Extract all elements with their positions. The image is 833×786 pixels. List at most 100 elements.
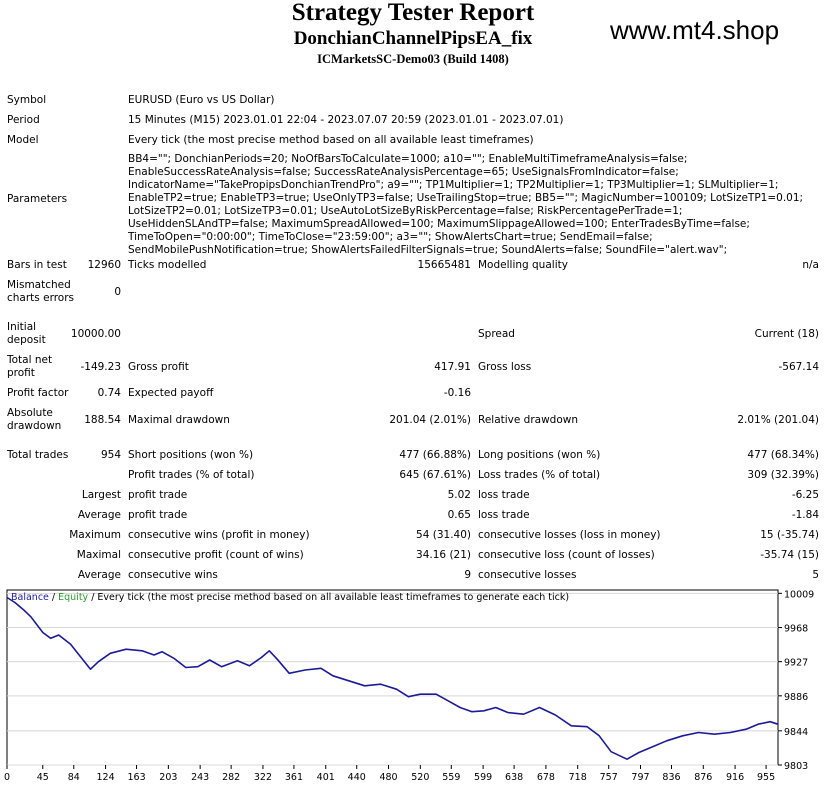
maximal-label: Maximal [76, 549, 121, 561]
grossprofit-value: 417.91 [434, 361, 471, 373]
profittrades-label: Profit trades (% of total) [128, 469, 255, 481]
parameters-label: Parameters [7, 193, 68, 205]
losstrades-label: Loss trades (% of total) [478, 469, 601, 481]
x-tick-label: 955 [757, 772, 775, 783]
avg-wins-value: 9 [464, 569, 471, 581]
x-tick-label: 203 [159, 772, 177, 783]
losstrades-value: 309 (32.39%) [747, 469, 819, 481]
avg-losses-label: consecutive losses [478, 569, 577, 581]
avg-wins-label: consecutive wins [128, 569, 218, 581]
x-tick-label: 797 [631, 772, 649, 783]
max-losses-value: 15 (-35.74) [760, 529, 819, 541]
quality-value: n/a [802, 259, 819, 271]
site-watermark: www.mt4.shop [610, 15, 780, 45]
average-loss-value: -1.84 [791, 509, 819, 521]
long-value: 477 (68.34%) [747, 449, 819, 461]
mismatched-value: 0 [114, 286, 121, 298]
x-tick-label: 876 [694, 772, 712, 783]
y-tick-label: 9968 [784, 624, 808, 635]
legend-sep: / [48, 592, 59, 603]
deposit-value: 10000.00 [70, 328, 121, 340]
legend-description: / Every tick (the most precise method ba… [88, 592, 570, 603]
long-label: Long positions (won %) [478, 449, 601, 461]
period-label: Period [7, 114, 40, 126]
grossloss-label: Gross loss [478, 361, 532, 373]
y-tick-label: 9844 [784, 727, 808, 738]
x-tick-label: 678 [537, 772, 555, 783]
y-tick-label: 9886 [784, 692, 808, 703]
model-label: Model [7, 134, 39, 146]
absdd-label-1: Absolute [7, 407, 53, 419]
largest-loss-value: -6.25 [791, 489, 819, 501]
ticks-value: 15665481 [417, 259, 471, 271]
deposit-label-1: Initial [7, 321, 37, 333]
largest-profit-value: 5.02 [447, 489, 471, 501]
maxdd-label: Maximal drawdown [128, 414, 230, 426]
maximal-profit-value: 34.16 (21) [416, 549, 471, 561]
reldd-label: Relative drawdown [478, 414, 579, 426]
average-profit-value: 0.65 [447, 509, 471, 521]
x-tick-label: 0 [4, 772, 10, 783]
x-tick-label: 836 [662, 772, 680, 783]
max-wins-label: consecutive wins (profit in money) [128, 529, 310, 541]
period-value: 15 Minutes (M15) 2023.01.01 22:04 - 2023… [128, 114, 564, 126]
parameters-value: BB4=""; DonchianPeriods=20; NoOfBarsToCa… [128, 153, 804, 256]
largest-loss-label: loss trade [478, 489, 530, 501]
avg-losses-value: 5 [812, 569, 819, 581]
max-wins-value: 54 (31.40) [416, 529, 471, 541]
reldd-value: 2.01% (201.04) [737, 414, 819, 426]
x-tick-label: 757 [600, 772, 618, 783]
spread-value: Current (18) [754, 328, 819, 340]
y-tick-label: 9803 [784, 761, 808, 772]
netprofit-label-1: Total net [7, 354, 53, 366]
y-tick-label: 10009 [784, 589, 814, 600]
trades-label: Total trades [7, 449, 69, 461]
absdd-label-2: drawdown [7, 420, 62, 432]
balance-chart: 10009 9968 9927 9886 9844 9803 0 45 84 124 163 203 2… [4, 589, 814, 783]
x-tick-label: 361 [285, 772, 303, 783]
x-tick-label: 243 [191, 772, 209, 783]
largest-profit-label: profit trade [128, 489, 188, 501]
grossprofit-label: Gross profit [128, 361, 189, 373]
symbol-label: Symbol [7, 94, 47, 106]
report-title: Strategy Tester Report [291, 0, 535, 26]
x-tick-label: 163 [127, 772, 145, 783]
netprofit-value: -149.23 [80, 361, 121, 373]
trades-value: 954 [100, 449, 121, 461]
x-tick-label: 559 [442, 772, 460, 783]
payoff-value: -0.16 [443, 387, 471, 399]
x-tick-label: 916 [726, 772, 744, 783]
maxdd-value: 201.04 (2.01%) [389, 414, 471, 426]
balance-line [6, 596, 779, 760]
short-value: 477 (66.88%) [399, 449, 471, 461]
maximum-label: Maximum [69, 529, 121, 541]
x-tick-label: 322 [254, 772, 272, 783]
spread-label: Spread [478, 328, 515, 340]
plot-frame [6, 589, 779, 766]
profitfactor-label: Profit factor [7, 387, 69, 399]
model-value: Every tick (the most precise method base… [128, 134, 534, 146]
average-label: Average [77, 509, 121, 521]
max-losses-label: consecutive losses (loss in money) [478, 529, 661, 541]
y-tick-label: 9927 [784, 658, 808, 669]
ea-name: DonchianChannelPipsEA_fix [293, 28, 533, 49]
largest-label: Largest [81, 489, 121, 501]
bars-label: Bars in test [7, 259, 67, 271]
average-loss-label: loss trade [478, 509, 530, 521]
deposit-label-2: deposit [7, 334, 46, 346]
short-label: Short positions (won %) [128, 449, 254, 461]
symbol-value: EURUSD (Euro vs US Dollar) [128, 94, 275, 106]
bars-value: 12960 [87, 259, 121, 271]
x-tick-label: 440 [348, 772, 366, 783]
mismatched-label-2: charts errors [7, 292, 74, 304]
maximal-loss-label: consecutive loss (count of losses) [478, 549, 655, 561]
mismatched-label-1: Mismatched [7, 279, 71, 291]
x-tick-label: 520 [411, 772, 429, 783]
x-tick-label: 599 [474, 772, 492, 783]
x-tick-label: 282 [222, 772, 240, 783]
legend-balance: Balance [11, 592, 49, 603]
x-tick-label: 45 [37, 772, 49, 783]
x-tick-label: 638 [505, 772, 523, 783]
maximal-profit-label: consecutive profit (count of wins) [128, 549, 304, 561]
avg-consec-label: Average [77, 569, 121, 581]
